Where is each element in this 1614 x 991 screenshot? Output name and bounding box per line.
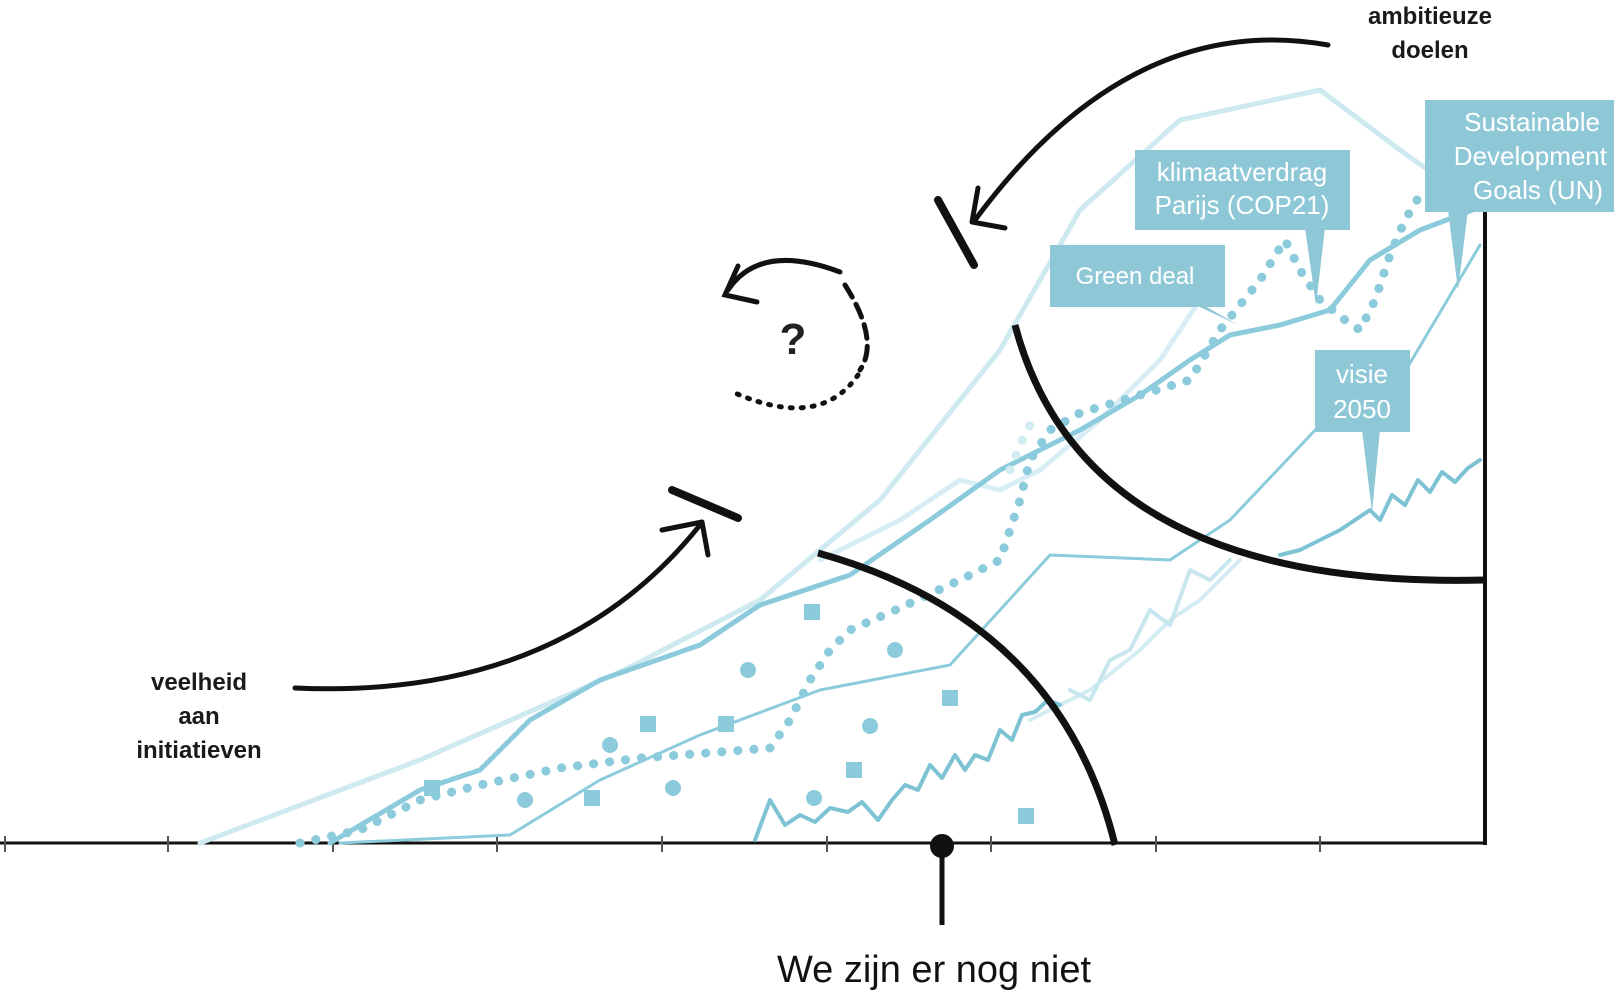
circle-marker [740, 662, 756, 678]
current-position-marker [930, 834, 954, 925]
cycle-arrow-dotted [732, 372, 861, 411]
question-mark: ? [780, 315, 807, 364]
callout-paris: klimaatverdrag Parijs (COP21) [1135, 150, 1350, 305]
cycle-arrow-head [721, 263, 760, 305]
trend-line-faint-top [197, 87, 1473, 846]
axes [0, 205, 1487, 852]
circle-marker [862, 718, 878, 734]
square-marker [942, 690, 958, 706]
initiatives-arrow [292, 486, 742, 692]
trend-line-main [327, 202, 1488, 846]
initiatives-label-line2: aan [178, 703, 219, 730]
cycle-arrow-dashed [842, 282, 870, 373]
ambition-arrow-barrier [934, 196, 978, 269]
callout-green-deal: Green deal [1050, 245, 1238, 325]
dotted-trend [295, 183, 1445, 848]
callout-green-deal-label: Green deal [1076, 263, 1195, 290]
initiatives-label-line1: veelheid [151, 669, 247, 696]
trend-line-jagged-mid [1068, 558, 1232, 702]
square-marker [424, 780, 440, 796]
cycle-arrow-solid [725, 258, 843, 293]
ambition-label-line2: doelen [1391, 37, 1468, 64]
initiatives-arrow-head [659, 519, 711, 558]
dotted-curve [295, 183, 1445, 848]
callout-sdg: Sustainable Development Goals (UN) [1425, 100, 1614, 290]
ambition-arrow-curve [972, 37, 1331, 223]
initiatives-arrow-barrier [668, 486, 742, 522]
circle-marker [517, 792, 533, 808]
circle-marker [602, 737, 618, 753]
callout-visie-pointer [1362, 430, 1380, 512]
black-arcs [817, 324, 1486, 846]
ambition-label-line1: ambitieuze [1368, 3, 1492, 30]
lower-arc [817, 549, 1119, 846]
trend-line-jagged [753, 698, 1062, 842]
initiatives-label: veelheid aan initiatieven [136, 669, 261, 764]
initiatives-arrow-curve [292, 522, 703, 692]
callout-paris-line2: Parijs (COP21) [1155, 190, 1330, 220]
callout-visie-line1: visie [1336, 359, 1388, 389]
callout-sdg-line3: Goals (UN) [1473, 175, 1603, 205]
scatter-markers [424, 604, 1034, 824]
callout-sdg-line1: Sustainable [1464, 107, 1600, 137]
square-marker [584, 790, 600, 806]
callout-paris-box [1135, 150, 1350, 230]
callout-paris-pointer [1305, 228, 1325, 305]
circle-marker [806, 790, 822, 806]
circle-marker [887, 642, 903, 658]
trend-line-light [817, 297, 1203, 563]
initiatives-label-line3: initiatieven [136, 737, 261, 764]
callout-sdg-line2: Development [1454, 141, 1608, 171]
square-marker [846, 762, 862, 778]
callout-visie: visie 2050 [1315, 350, 1410, 512]
callout-paris-line1: klimaatverdrag [1157, 157, 1328, 187]
square-marker [640, 716, 656, 732]
upper-arc [1011, 324, 1486, 584]
question-cycle [721, 258, 870, 411]
callout-green-deal-pointer [1185, 300, 1238, 325]
callout-sdg-pointer [1448, 210, 1468, 290]
current-position-dot [930, 834, 954, 858]
ambition-arrow [934, 37, 1331, 269]
callout-green-deal-box [1050, 245, 1225, 307]
square-marker [718, 716, 734, 732]
callout-visie-box [1315, 350, 1410, 432]
square-marker [1018, 808, 1034, 824]
ambition-label: ambitieuze doelen [1368, 3, 1492, 64]
callout-sdg-box [1425, 100, 1614, 212]
callout-visie-line2: 2050 [1333, 394, 1391, 424]
square-marker [804, 604, 820, 620]
circle-marker [665, 780, 681, 796]
trend-line-jagged-right [1278, 458, 1482, 557]
current-position-label: We zijn er nog niet [777, 949, 1091, 991]
ambition-arrow-head [969, 185, 1008, 231]
